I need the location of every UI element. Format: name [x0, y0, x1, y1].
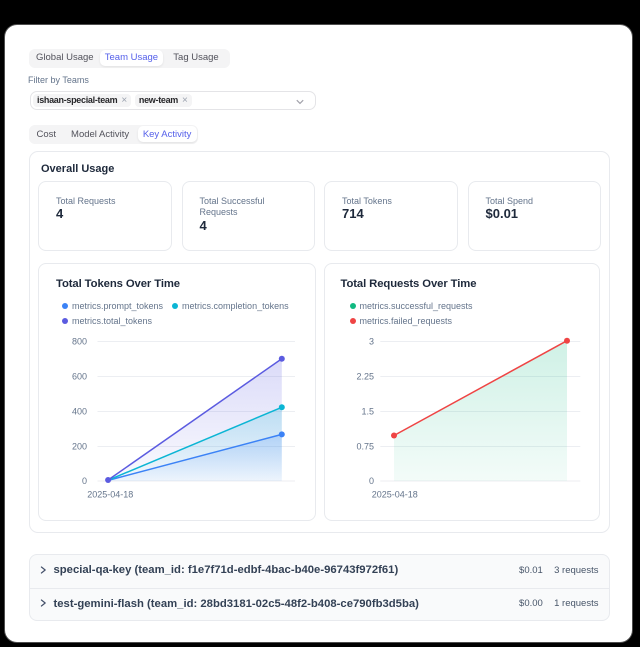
- svg-text:0: 0: [81, 476, 86, 486]
- svg-text:2025-04-18: 2025-04-18: [87, 490, 133, 500]
- svg-text:200: 200: [71, 442, 86, 452]
- svg-text:0: 0: [369, 476, 374, 486]
- svg-text:2025-04-18: 2025-04-18: [372, 490, 418, 500]
- svg-text:800: 800: [71, 337, 86, 347]
- svg-text:1.5: 1.5: [361, 407, 374, 417]
- svg-text:3: 3: [369, 337, 374, 347]
- svg-text:0.75: 0.75: [356, 442, 374, 452]
- svg-text:400: 400: [71, 407, 86, 417]
- svg-text:2.25: 2.25: [356, 372, 374, 382]
- svg-text:600: 600: [71, 372, 86, 382]
